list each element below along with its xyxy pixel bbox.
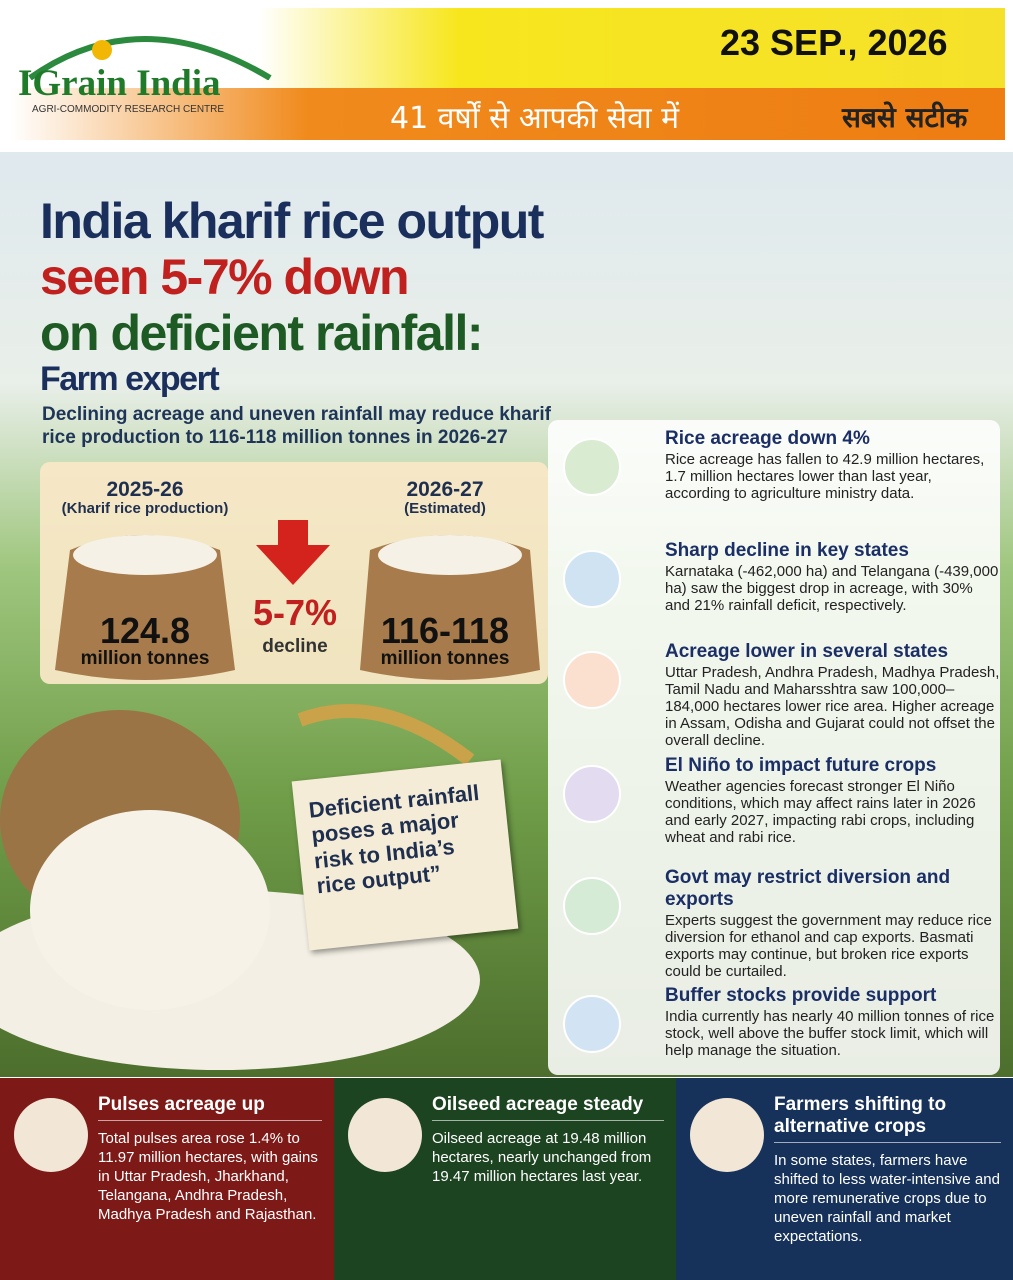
point-text: India currently has nearly 40 million to… xyxy=(665,1008,995,1059)
right-unit: million tonnes xyxy=(380,648,510,669)
points-panel xyxy=(548,420,1000,1075)
point-title: Buffer stocks provide support xyxy=(665,985,937,1006)
footer-icon xyxy=(690,1098,764,1172)
left-value: 124.8 xyxy=(99,610,191,651)
point-title: Govt may restrict diversion and exports xyxy=(665,867,951,910)
point-text: Uttar Pradesh, Andhra Pradesh, Madhya Pr… xyxy=(665,664,1000,749)
rice-bags xyxy=(55,520,540,680)
footer-title: Farmers shifting to alternative crops xyxy=(774,1094,1001,1143)
footer-text: Total pulses area rose 1.4% to 11.97 mil… xyxy=(98,1130,318,1224)
logo-arc xyxy=(28,36,272,80)
point-icon xyxy=(563,995,621,1053)
right-note: (Estimated) xyxy=(404,500,486,517)
point-text: Karnataka (-462,000 ha) and Telangana (-… xyxy=(665,563,999,614)
point-text: Experts suggest the government may reduc… xyxy=(665,912,992,980)
change-label: decline xyxy=(262,636,328,657)
change-value: 5-7% xyxy=(252,592,338,633)
right-value: 116-118 xyxy=(380,610,510,651)
rice-illustration xyxy=(0,704,480,1070)
footer-text: Oilseed acreage at 19.48 million hectare… xyxy=(432,1130,652,1186)
point-icon xyxy=(563,438,621,496)
date: 23 SEP., 2026 xyxy=(720,22,948,63)
point-title: El Niño to impact future crops xyxy=(665,755,937,776)
point: Buffer stocks provide support India curre… xyxy=(665,985,1000,1060)
point-title: Rice acreage down 4% xyxy=(665,428,870,449)
footer-icon xyxy=(348,1098,422,1172)
point-text: Weather agencies forecast stronger El Ni… xyxy=(665,778,976,846)
logo-subtitle: AGRI-COMMODITY RESEARCH CENTRE xyxy=(32,104,225,115)
footer-item: Pulses acreage up Total pulses area rose … xyxy=(98,1094,322,1224)
headline-subtitle: Declining acreage and uneven rainfall ma… xyxy=(42,404,551,448)
left-year: 2025-26 xyxy=(106,478,184,501)
point: El Niño to impact future crops Weather ag… xyxy=(665,755,1000,847)
point-text: Rice acreage has fallen to 42.9 million … xyxy=(665,451,985,502)
point-title: Acreage lower in several states xyxy=(665,641,949,662)
footer-item: Farmers shifting to alternative crops In … xyxy=(774,1094,1001,1246)
footer-title: Pulses acreage up xyxy=(98,1094,322,1121)
point-icon xyxy=(563,550,621,608)
left-note: (Kharif rice production) xyxy=(61,500,229,517)
point: Rice acreage down 4% Rice acreage has fal… xyxy=(665,428,1000,503)
footer-title: Oilseed acreage steady xyxy=(432,1094,664,1121)
left-unit: million tonnes xyxy=(80,648,210,669)
header-yellow-band xyxy=(10,8,1005,88)
headline-line: India kharif rice output xyxy=(40,193,544,249)
footer-item: Oilseed acreage steady Oilseed acreage at… xyxy=(432,1094,664,1186)
tagline: 41 वर्षों से आपकी सेवा में xyxy=(390,101,680,136)
point-title: Sharp decline in key states xyxy=(665,540,909,561)
point-icon xyxy=(563,765,621,823)
point: Govt may restrict diversion and exports E… xyxy=(665,867,1000,981)
header-orange-band xyxy=(10,88,1005,140)
point: Acreage lower in several states Uttar Pra… xyxy=(665,641,1000,750)
footer-text: In some states, farmers have shifted to … xyxy=(774,1152,1000,1246)
logo-title: IGrain India xyxy=(18,63,221,104)
headline-subline: Farm expert xyxy=(40,360,220,398)
headline-line: on deficient rainfall: xyxy=(40,305,484,361)
headline-line: seen 5-7% down xyxy=(40,249,410,305)
point: Sharp decline in key states Karnataka (-4… xyxy=(665,540,1000,615)
point-icon xyxy=(563,877,621,935)
footer-icon xyxy=(14,1098,88,1172)
quote-note: Deficient rainfall poses a major risk to… xyxy=(291,759,519,951)
slogan: सबसे सटीक xyxy=(842,101,968,134)
point-icon xyxy=(563,651,621,709)
right-year: 2026-27 xyxy=(406,478,484,501)
